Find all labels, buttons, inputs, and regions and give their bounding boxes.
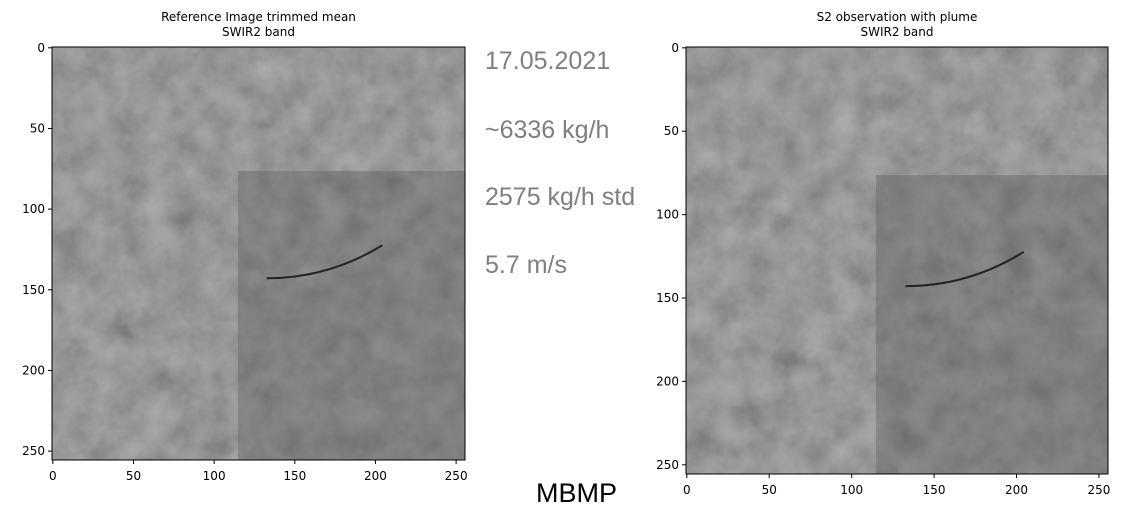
y-tick-label: 200 [22, 363, 45, 377]
y-tick-label: 200 [656, 374, 679, 388]
x-tick-label: 50 [126, 469, 141, 483]
image-shade [876, 175, 1108, 474]
annotation: 2575 kg/h std [485, 183, 635, 211]
figure: 17.05.2021 ~6336 kg/h 2575 kg/h std 5.7 … [0, 0, 1130, 505]
x-tick-label: 250 [445, 469, 468, 483]
y-tick-label: 100 [656, 208, 679, 222]
y-tick-label: 250 [656, 458, 679, 472]
chart-subtitle: SWIR2 band [860, 25, 933, 39]
page: {"chart_data": [ {"type": "image", "titl… [0, 0, 1130, 505]
y-tick-label: 0 [37, 41, 45, 55]
footer-label: MBMP [536, 478, 617, 505]
y-tick-label: 250 [22, 444, 45, 458]
y-tick-label: 50 [30, 121, 45, 135]
x-tick-label: 0 [49, 469, 57, 483]
chart-title: Reference Image trimmed mean [161, 10, 356, 24]
image-shade [238, 171, 465, 460]
y-tick-label: 150 [22, 283, 45, 297]
x-tick-label: 100 [840, 483, 863, 497]
x-tick-label: 200 [364, 469, 387, 483]
x-tick-label: 250 [1087, 483, 1110, 497]
chart-subtitle: SWIR2 band [222, 25, 295, 39]
y-tick-label: 50 [664, 124, 679, 138]
y-tick-label: 100 [22, 202, 45, 216]
x-tick-label: 50 [762, 483, 777, 497]
annotation: 5.7 m/s [485, 251, 567, 279]
x-tick-label: 200 [1005, 483, 1028, 497]
x-tick-label: 0 [683, 483, 691, 497]
y-tick-label: 150 [656, 291, 679, 305]
x-tick-label: 150 [923, 483, 946, 497]
x-tick-label: 100 [203, 469, 226, 483]
y-tick-label: 0 [671, 41, 679, 55]
annotation: ~6336 kg/h [485, 116, 609, 144]
chart-title: S2 observation with plume [817, 10, 978, 24]
x-tick-label: 150 [283, 469, 306, 483]
annotation: 17.05.2021 [485, 47, 610, 75]
